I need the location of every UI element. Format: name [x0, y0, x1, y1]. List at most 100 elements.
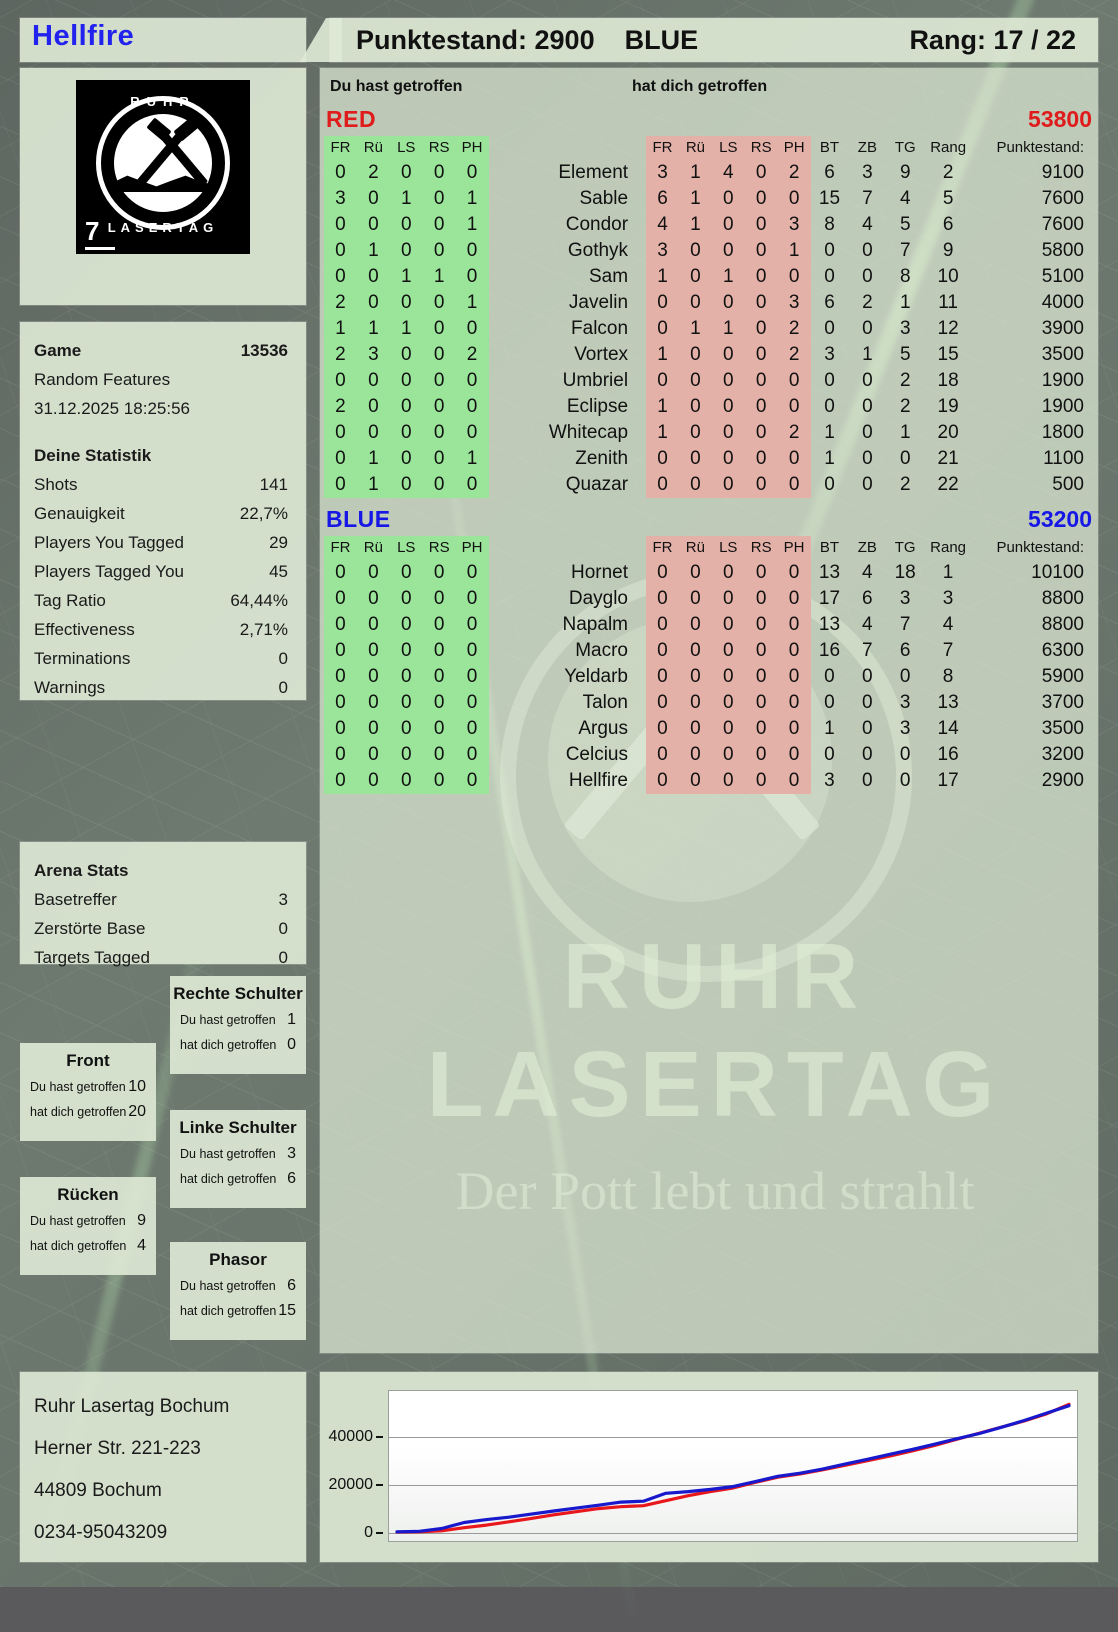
cell-you-hit: 1: [389, 186, 423, 212]
cell-bt: 1: [824, 448, 835, 469]
cell-hit-you: 0: [777, 446, 811, 472]
col-head-you-RS: RS: [422, 136, 456, 160]
team-total-score: 53200: [1028, 506, 1092, 532]
logo-text-bottom: LASERTAG: [107, 220, 219, 235]
table-row[interactable]: 0 1 0 0 1 Zenith 0 0 0 0 0 1 0 0 21 1100: [324, 446, 1092, 472]
table-row[interactable]: 2 3 0 0 2 Vortex 1 0 0 0 2 3 1 5 15 3500: [324, 342, 1092, 368]
cell-zb: 4: [862, 562, 873, 583]
arena-stat-row: Targets Tagged 0: [34, 943, 288, 972]
col-head-you-PH: PH: [455, 136, 489, 160]
cell-you-hit: 1: [455, 186, 489, 212]
cell-you-hit: 0: [422, 446, 456, 472]
cell-tg: 1: [899, 292, 911, 313]
col-head-you-RS: RS: [422, 536, 456, 560]
cell-rang: 7: [942, 640, 954, 661]
stat-label: Shots: [34, 475, 78, 494]
zone-you-hit-value: 10: [128, 1078, 146, 1095]
col-head-them-RS: RS: [744, 536, 778, 560]
cell-player-name: Argus: [578, 718, 628, 739]
cell-pts: 1900: [1041, 370, 1084, 391]
cell-hit-you: 0: [777, 264, 811, 290]
cell-player-name: Quazar: [565, 474, 629, 495]
zone-hit-you-row: hat dich getroffen 4: [20, 1230, 156, 1255]
cell-hit-you: 0: [777, 742, 811, 768]
table-row[interactable]: 0 0 0 0 1 Condor 4 1 0 0 3 8 4 5 6 7600: [324, 212, 1092, 238]
cell-you-hit: 0: [356, 664, 390, 690]
cell-you-hit: 2: [324, 342, 357, 368]
cell-you-hit: 0: [422, 212, 456, 238]
table-row[interactable]: 0 0 0 0 0 Umbriel 0 0 0 0 0 0 0 2 18 1900: [324, 368, 1092, 394]
table-row[interactable]: 0 0 0 0 0 Yeldarb 0 0 0 0 0 0 0 0 8 5900: [324, 664, 1092, 690]
table-row[interactable]: 0 0 0 0 0 Dayglo 0 0 0 0 0 17 6 3 3 8800: [324, 586, 1092, 612]
table-row[interactable]: 0 0 1 1 0 Sam 1 0 1 0 0 0 0 8 10 5100: [324, 264, 1092, 290]
cell-pts: 5800: [1041, 240, 1084, 261]
cell-hit-you: 0: [711, 768, 745, 794]
column-group-hit-you: hat dich getroffen: [632, 78, 768, 95]
cell-bt: 0: [824, 744, 835, 765]
cell-zb: 4: [862, 614, 873, 635]
cell-zb: 0: [862, 266, 873, 287]
table-row[interactable]: 3 0 1 0 1 Sable 6 1 0 0 0 15 7 4 5 7600: [324, 186, 1092, 212]
cell-you-hit: 0: [422, 716, 456, 742]
stat-row: Warnings 0: [34, 673, 288, 702]
cell-player-name: Javelin: [568, 292, 629, 313]
table-row[interactable]: 0 0 0 0 0 Macro 0 0 0 0 0 16 7 6 7 6300: [324, 638, 1092, 664]
table-row[interactable]: 0 1 0 0 0 Quazar 0 0 0 0 0 0 0 2 22 500: [324, 472, 1092, 498]
cell-bt: 0: [824, 240, 835, 261]
cell-hit-you: 0: [777, 472, 811, 498]
table-row[interactable]: 0 0 0 0 0 Argus 0 0 0 0 0 1 0 3 14 3500: [324, 716, 1092, 742]
table-row[interactable]: 0 0 0 0 0 Talon 0 0 0 0 0 0 0 3 13 3700: [324, 690, 1092, 716]
cell-hit-you: 0: [744, 768, 778, 794]
cell-hit-you: 0: [646, 664, 679, 690]
cell-you-hit: 0: [422, 586, 456, 612]
cell-bt: 3: [824, 770, 835, 791]
cell-you-hit: 1: [455, 212, 489, 238]
stat-value: 29: [269, 533, 288, 552]
team-name: BLUE: [326, 506, 391, 532]
cell-hit-you: 0: [711, 420, 745, 446]
cell-you-hit: 0: [324, 742, 357, 768]
cell-bt: 13: [818, 562, 841, 583]
cell-hit-you: 1: [711, 264, 745, 290]
cell-you-hit: 0: [356, 264, 390, 290]
cell-you-hit: 1: [389, 316, 423, 342]
zone-hit-you-value: 0: [287, 1036, 296, 1053]
cell-hit-you: 0: [646, 586, 679, 612]
table-row[interactable]: 0 0 0 0 0 Napalm 0 0 0 0 0 13 4 7 4 8800: [324, 612, 1092, 638]
cell-player-name: Talon: [582, 692, 628, 713]
scoreboard-panel: Du hast getroffen hat dich getroffen RED…: [320, 68, 1098, 1353]
cell-you-hit: 0: [356, 420, 390, 446]
cell-you-hit: 1: [389, 264, 423, 290]
cell-pts: 5100: [1041, 266, 1084, 287]
cell-you-hit: 1: [324, 316, 357, 342]
table-row[interactable]: 0 0 0 0 0 Whitecap 1 0 0 0 2 1 0 1 20 1800: [324, 420, 1092, 446]
cell-hit-you: 0: [678, 472, 712, 498]
cell-you-hit: 0: [422, 368, 456, 394]
table-row[interactable]: 0 0 0 0 0 Hornet 0 0 0 0 0 13 4 18 1 10100: [324, 560, 1092, 586]
logo-text-top: RUHR: [130, 94, 196, 109]
cell-pts: 7600: [1041, 188, 1084, 209]
col-head-player: [489, 136, 647, 160]
cell-hit-you: 0: [744, 420, 778, 446]
cell-zb: 0: [862, 448, 873, 469]
stat-value: 2,71%: [239, 620, 288, 639]
cell-tg: 3: [899, 588, 911, 609]
cell-rang: 5: [942, 188, 954, 209]
col-head-them-Rü: Rü: [678, 136, 712, 160]
cell-hit-you: 0: [744, 690, 778, 716]
table-row[interactable]: 1 1 1 0 0 Falcon 0 1 1 0 2 0 0 3 12 3900: [324, 316, 1092, 342]
table-row[interactable]: 2 0 0 0 0 Eclipse 1 0 0 0 0 0 0 2 19 1900: [324, 394, 1092, 420]
stat-label: Effectiveness: [34, 620, 135, 639]
table-row[interactable]: 0 0 0 0 0 Celcius 0 0 0 0 0 0 0 0 16 3200: [324, 742, 1092, 768]
table-row[interactable]: 2 0 0 0 1 Javelin 0 0 0 0 3 6 2 1 11 4000: [324, 290, 1092, 316]
cell-you-hit: 0: [324, 768, 357, 794]
zone-hit-you-value: 20: [128, 1103, 146, 1120]
venue-address-panel: Ruhr Lasertag Bochum Herner Str. 221-223 4…: [20, 1372, 306, 1562]
zone-you-hit-value: 1: [287, 1011, 296, 1028]
col-head-you-FR: FR: [324, 536, 357, 560]
zone-you-hit-label: Du hast getroffen: [30, 1080, 126, 1094]
table-row[interactable]: 0 1 0 0 0 Gothyk 3 0 0 0 1 0 0 7 9 5800: [324, 238, 1092, 264]
table-row[interactable]: 0 0 0 0 0 Hellfire 0 0 0 0 0 3 0 0 17 2900: [324, 768, 1092, 794]
cell-you-hit: 0: [422, 560, 456, 586]
table-row[interactable]: 0 2 0 0 0 Element 3 1 4 0 2 6 3 9 2 9100: [324, 160, 1092, 186]
